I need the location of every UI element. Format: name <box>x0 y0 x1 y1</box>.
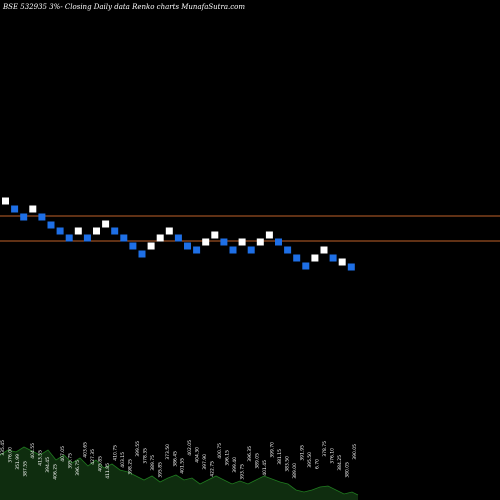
volume-label: 406.25 <box>52 464 58 480</box>
reference-lines <box>0 215 500 242</box>
renko-brick-up <box>147 242 155 250</box>
volume-label: 394.45 <box>45 457 51 473</box>
volume-label: 397.90 <box>202 454 208 470</box>
volume-label: 378.75 <box>322 441 328 457</box>
renko-brick-up <box>156 234 164 242</box>
renko-brick-up <box>311 254 319 262</box>
volume-fill <box>0 447 358 500</box>
volume-label: 6.70 <box>315 459 321 469</box>
volume-label: 399.40 <box>232 457 238 473</box>
volume-label: 389.00 <box>292 463 298 479</box>
renko-brick-down <box>138 250 146 258</box>
renko-brick-up <box>93 227 100 235</box>
volume-label: 411.85 <box>105 463 111 479</box>
renko-brick-up <box>2 197 9 205</box>
renko-brick-down <box>111 227 119 235</box>
volume-label: 335.45 <box>0 440 6 456</box>
renko-brick-up <box>29 205 37 213</box>
volume-label: 399.55 <box>135 441 141 457</box>
volume-label: 405.85 <box>97 456 103 472</box>
volume-label: 389.05 <box>255 453 261 469</box>
volume-label: 381.15 <box>277 449 283 465</box>
volume-label: 396.35 <box>247 446 253 462</box>
renko-brick-up <box>74 227 82 235</box>
volume-label: 413.55 <box>37 450 43 466</box>
renko-brick-up <box>202 238 210 246</box>
volume-label: 404.55 <box>30 443 36 459</box>
renko-brick-down <box>302 262 310 270</box>
renko-brick-down <box>293 254 301 262</box>
renko-brick-down <box>83 234 91 242</box>
renko-brick-up <box>338 258 346 266</box>
renko-brick-up <box>238 238 246 246</box>
renko-brick-down <box>284 246 292 254</box>
renko-brick-down <box>347 263 355 271</box>
renko-brick-up <box>102 220 110 228</box>
volume-label: 373.50 <box>165 444 171 460</box>
volume-label: 404.30 <box>195 447 201 463</box>
volume-label: 390.05 <box>352 444 358 460</box>
renko-brick-down <box>129 242 137 250</box>
renko-brick-down <box>193 246 201 254</box>
renko-bricks <box>2 197 355 271</box>
volume-line <box>0 446 359 496</box>
renko-brick-down <box>11 205 19 213</box>
volume-label: 393.75 <box>240 464 246 480</box>
volume-label: 395.85 <box>157 462 163 478</box>
volume-label: 396.75 <box>75 460 81 476</box>
renko-brick-down <box>65 234 73 242</box>
volume-label: 401.45 <box>262 460 268 476</box>
renko-brick-up <box>165 227 173 235</box>
volume-label: 378.35 <box>142 448 148 464</box>
renko-brick-down <box>229 246 237 254</box>
volume-label: 427.35 <box>90 449 96 465</box>
renko-brick-down <box>275 238 282 246</box>
renko-brick-down <box>184 242 191 250</box>
renko-brick-down <box>247 246 255 254</box>
renko-brick-down <box>120 234 128 242</box>
renko-brick-up <box>320 246 328 254</box>
renko-brick-down <box>174 234 182 242</box>
volume-label: 395.75 <box>67 453 73 469</box>
volume-label: 410.75 <box>112 445 118 461</box>
volume-label: 380.05 <box>345 462 351 478</box>
renko-brick-up <box>256 238 264 246</box>
renko-brick-down <box>220 238 228 246</box>
renko-brick-up <box>211 231 219 239</box>
volume-label: 403.65 <box>82 442 88 458</box>
volume-label: 383.50 <box>285 456 291 472</box>
volume-label: 396.15 <box>225 450 231 466</box>
volume-label: 389.75 <box>150 455 156 471</box>
volume-label: 407.05 <box>60 446 66 462</box>
renko-brick-down <box>329 254 337 262</box>
volume-label: 391.95 <box>300 445 306 461</box>
chart-title: BSE 532935 3%- Closing Daily data Renko … <box>2 3 245 11</box>
volume-label: 401.55 <box>180 458 186 474</box>
volume-label: 387.55 <box>22 461 28 477</box>
volume-label: 395.50 <box>307 452 313 468</box>
volume-label: 351.99 <box>15 454 21 470</box>
volume-label: 386.45 <box>172 451 178 467</box>
volume-label: 376.10 <box>330 448 336 464</box>
volume-label: 399.70 <box>270 442 276 458</box>
volume-label: 376.00 <box>7 447 13 463</box>
volume-area <box>0 446 359 500</box>
renko-brick-up <box>265 231 273 239</box>
volume-label: 402.05 <box>187 440 193 456</box>
renko-brick-down <box>20 213 28 221</box>
volume-label: 384.25 <box>337 455 343 471</box>
volume-label: 400.75 <box>217 443 223 459</box>
volume-label: 403.15 <box>120 452 126 468</box>
renko-brick-down <box>56 227 64 235</box>
volume-label: 422.75 <box>210 461 216 477</box>
renko-brick-down <box>47 221 55 229</box>
renko-brick-down <box>38 213 46 221</box>
volume-label: 398.25 <box>127 459 133 475</box>
